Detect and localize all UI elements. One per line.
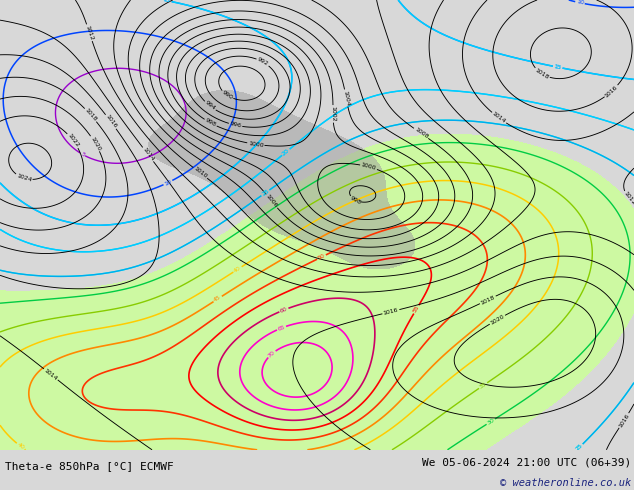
Text: 20: 20 (281, 148, 290, 157)
Text: 1016: 1016 (604, 84, 619, 98)
Text: 10: 10 (164, 179, 172, 187)
Text: 1000: 1000 (361, 163, 377, 172)
Text: 996: 996 (229, 122, 242, 129)
Text: 1006: 1006 (265, 194, 278, 209)
Text: Theta-e 850hPa [°C] ECMWF: Theta-e 850hPa [°C] ECMWF (5, 461, 174, 471)
Text: 40: 40 (16, 442, 25, 451)
Text: 1002: 1002 (330, 106, 336, 122)
Text: We 05-06-2024 21:00 UTC (06+39): We 05-06-2024 21:00 UTC (06+39) (422, 458, 631, 467)
Text: 1018: 1018 (84, 107, 98, 122)
Text: 20: 20 (281, 148, 290, 157)
Text: 1014: 1014 (43, 368, 58, 381)
Text: 1010: 1010 (193, 166, 208, 179)
Text: 50: 50 (317, 253, 326, 261)
Text: 1016: 1016 (104, 114, 117, 129)
Text: 1008: 1008 (413, 127, 429, 140)
Text: 25: 25 (261, 189, 270, 197)
Text: 55: 55 (412, 305, 420, 314)
Text: 990: 990 (221, 90, 233, 100)
Text: 1014: 1014 (491, 111, 507, 124)
Text: 1016: 1016 (618, 413, 630, 428)
Text: 1018: 1018 (480, 294, 496, 305)
Text: 998: 998 (204, 118, 217, 128)
Text: 30: 30 (486, 417, 495, 426)
Text: 65: 65 (277, 324, 286, 332)
Text: 70: 70 (267, 349, 276, 359)
Text: 35: 35 (479, 381, 488, 390)
Text: 15: 15 (553, 64, 562, 71)
Text: 25: 25 (574, 443, 584, 452)
Text: 25: 25 (574, 443, 584, 452)
Text: © weatheronline.co.uk: © weatheronline.co.uk (500, 478, 631, 488)
Text: 1004: 1004 (342, 90, 350, 106)
Text: 1012: 1012 (84, 24, 94, 41)
Text: 1016: 1016 (383, 307, 399, 316)
Text: 1024: 1024 (16, 173, 32, 183)
Text: 60: 60 (280, 306, 288, 314)
Text: 1014: 1014 (141, 147, 155, 162)
Text: 15: 15 (553, 64, 562, 71)
Text: 1020: 1020 (89, 136, 101, 151)
Text: 15: 15 (162, 0, 171, 4)
Text: 992: 992 (256, 57, 269, 67)
Text: 40: 40 (233, 265, 242, 274)
Text: 5: 5 (80, 151, 86, 158)
Text: 998: 998 (349, 196, 363, 205)
Text: 1022: 1022 (67, 133, 80, 148)
Text: 1000: 1000 (248, 141, 264, 148)
Text: 994: 994 (204, 100, 216, 112)
Text: 45: 45 (213, 295, 223, 303)
Text: 1020: 1020 (489, 314, 505, 326)
Text: 15: 15 (162, 0, 171, 4)
Text: 25: 25 (261, 189, 270, 197)
Text: 1018: 1018 (534, 68, 550, 80)
Text: 10: 10 (576, 0, 585, 6)
Text: 1012: 1012 (623, 191, 634, 206)
